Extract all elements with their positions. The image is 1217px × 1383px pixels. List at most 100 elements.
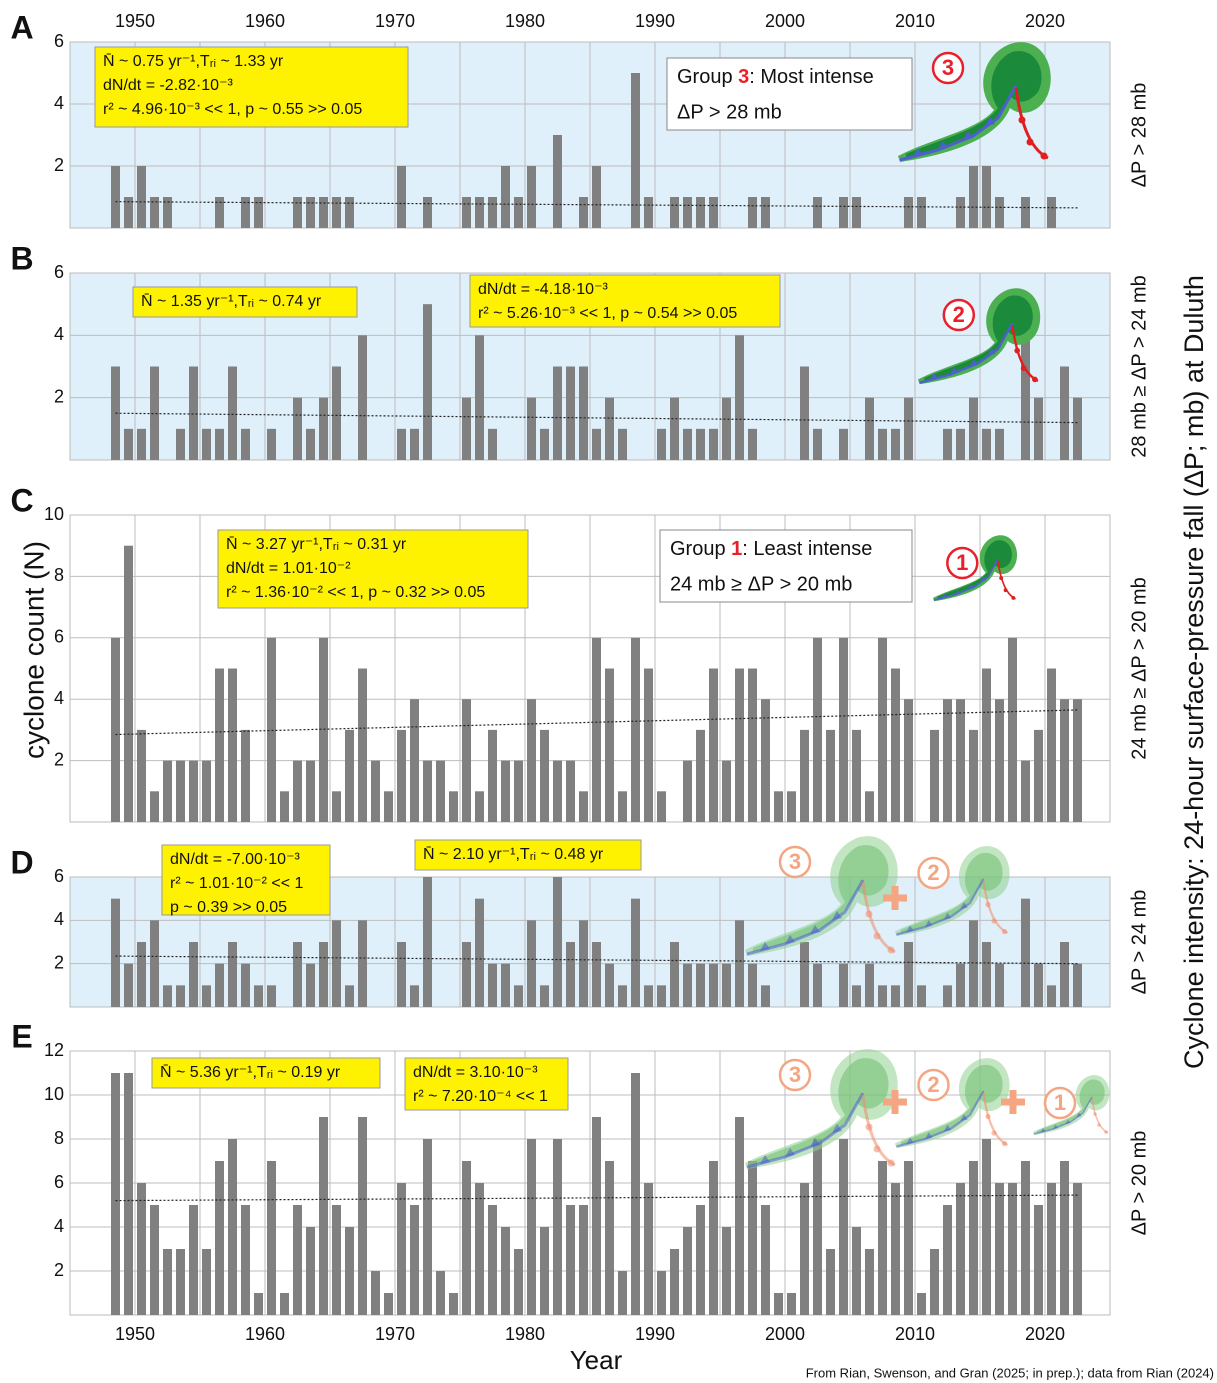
bar (904, 942, 913, 1007)
cold-front (896, 878, 985, 936)
stats-box (217, 529, 529, 609)
bar (306, 197, 315, 228)
bar (709, 428, 718, 460)
bar (800, 1183, 809, 1315)
bar (722, 397, 731, 460)
bar (670, 197, 679, 228)
bar (774, 1293, 783, 1315)
range-label: 24 mb ≥ ΔP > 20 mb (1128, 577, 1150, 759)
bar (670, 397, 679, 460)
bar (696, 1205, 705, 1315)
bar (332, 920, 341, 1007)
front-triangle (987, 348, 996, 356)
bar (176, 428, 185, 460)
bar (267, 985, 276, 1007)
plus-sign (891, 1090, 899, 1114)
panel-letter: A (10, 9, 33, 45)
front-semicircle (1097, 1123, 1101, 1127)
bar (657, 985, 666, 1007)
bar (891, 1183, 900, 1315)
bar (917, 985, 926, 1007)
bar (956, 197, 965, 228)
bar (956, 699, 965, 822)
bar (917, 1293, 926, 1315)
stats-box (132, 286, 358, 318)
stats-text: dN/dt = -4.18·10⁻³ (478, 281, 609, 298)
bar (618, 985, 627, 1007)
bar (1073, 963, 1082, 1007)
bar (189, 942, 198, 1007)
front-triangle (955, 589, 961, 595)
bar (1021, 898, 1030, 1007)
bar (800, 729, 809, 822)
bar (501, 760, 510, 822)
stats-text: r² ~ 4.96·10⁻³ << 1, p ~ 0.55 >> 0.05 (103, 101, 362, 118)
cyclone-icon (918, 288, 1041, 385)
cyclone-icon (745, 836, 898, 956)
bar (631, 898, 640, 1007)
bar (839, 963, 848, 1007)
bar (891, 668, 900, 822)
bar (254, 985, 263, 1007)
bar (969, 729, 978, 822)
bar (657, 1271, 666, 1315)
bar (306, 760, 315, 822)
bar (592, 1117, 601, 1315)
front-triangle (785, 1148, 795, 1157)
bar (579, 366, 588, 460)
bar (735, 1117, 744, 1315)
x-tick-label: 1980 (505, 11, 545, 31)
bar (176, 985, 185, 1007)
bar (137, 428, 146, 460)
bar (579, 791, 588, 822)
bar (592, 637, 601, 822)
bar (917, 197, 926, 228)
front-triangle (943, 912, 952, 920)
bar (488, 197, 497, 228)
bar (241, 1205, 250, 1315)
bar (137, 166, 146, 228)
icon-number: 3 (942, 55, 954, 80)
bar (1073, 1183, 1082, 1315)
number-circle (778, 1058, 812, 1092)
front-triangle (960, 1114, 968, 1121)
bar (982, 166, 991, 228)
bar (631, 73, 640, 228)
bar (865, 397, 874, 460)
y-tick-label: 2 (54, 952, 64, 972)
bar (774, 791, 783, 822)
x-tick-label: 1950 (115, 11, 155, 31)
bar (657, 428, 666, 460)
bar (371, 760, 380, 822)
number-circle (942, 298, 976, 332)
bar (488, 729, 497, 822)
front-triangle (1076, 1112, 1082, 1117)
front-triangle (1053, 1124, 1058, 1129)
bar (696, 963, 705, 1007)
bar (319, 397, 328, 460)
bar (176, 1249, 185, 1315)
bar (644, 197, 653, 228)
cloud-inner (901, 1064, 1003, 1145)
bar (501, 963, 510, 1007)
bar (293, 760, 302, 822)
bar (397, 166, 406, 228)
bar (852, 729, 861, 822)
bar (748, 428, 757, 460)
front-semicircle (999, 576, 1004, 581)
front-semicircle (865, 910, 873, 918)
bar (384, 791, 393, 822)
bar (631, 1073, 640, 1315)
front-triangle (925, 920, 933, 927)
bar (956, 963, 965, 1007)
bar (696, 197, 705, 228)
bar (956, 1183, 965, 1315)
bar (449, 791, 458, 822)
y-tick-label: 6 (54, 31, 64, 51)
bar (631, 637, 640, 822)
bar (215, 428, 224, 460)
y-tick-label: 8 (54, 1128, 64, 1148)
bar (592, 166, 601, 228)
cold-front (1033, 1096, 1093, 1135)
cyclone-icon (895, 1058, 1010, 1148)
